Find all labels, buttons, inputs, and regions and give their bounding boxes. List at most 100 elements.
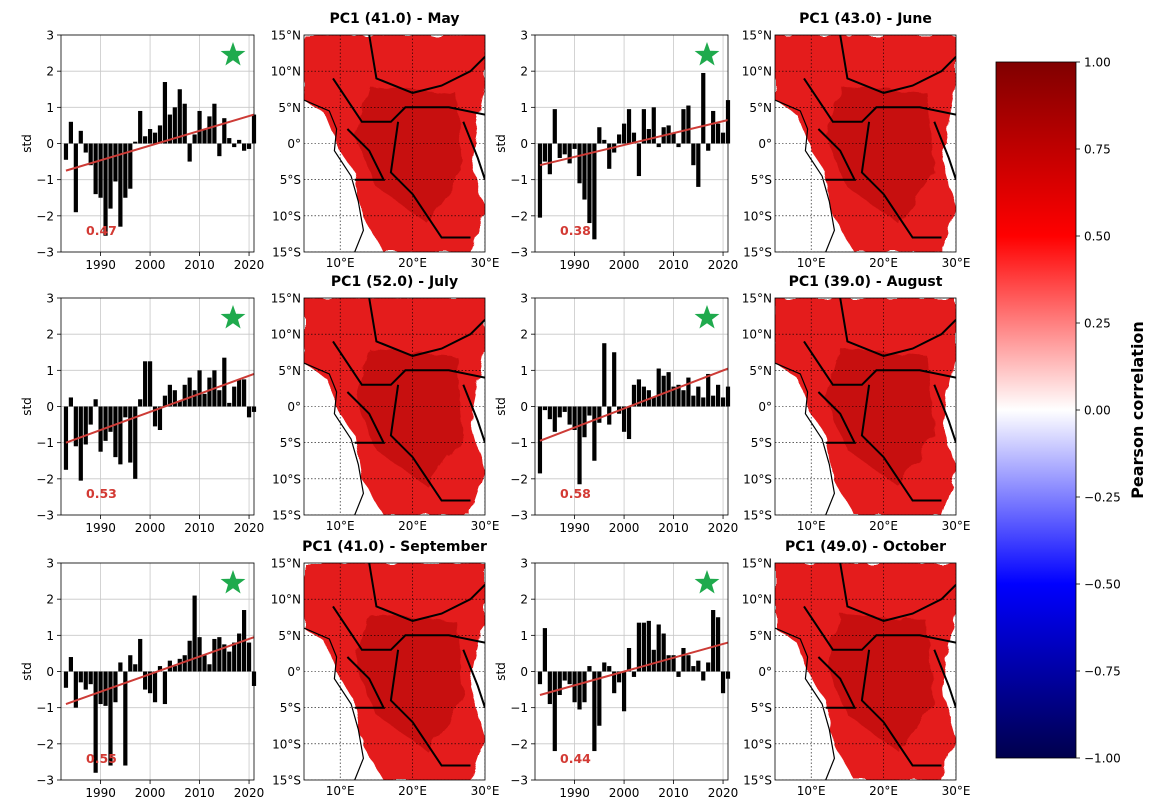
bar bbox=[88, 143, 93, 166]
lat-tick-label: 0° bbox=[758, 665, 772, 679]
colorbar-tick-label: 0.75 bbox=[1084, 143, 1111, 157]
bar bbox=[172, 107, 177, 144]
lat-tick-label: 10°S bbox=[743, 472, 772, 486]
y-tick-label: 1 bbox=[46, 101, 54, 115]
bar bbox=[661, 375, 666, 407]
bar bbox=[542, 628, 547, 672]
bar bbox=[592, 143, 597, 240]
y-axis-label: std bbox=[494, 662, 508, 681]
bar bbox=[63, 143, 69, 160]
map-frame bbox=[303, 562, 486, 781]
x-tick-label: 2000 bbox=[135, 258, 166, 272]
bar bbox=[182, 103, 187, 144]
y-tick-label: −1 bbox=[510, 436, 528, 450]
y-tick-label: −2 bbox=[36, 737, 54, 751]
map-content bbox=[304, 563, 485, 780]
bar bbox=[157, 125, 163, 144]
bar bbox=[720, 132, 726, 144]
bar bbox=[227, 138, 232, 144]
bar bbox=[128, 655, 133, 672]
bar bbox=[636, 379, 642, 407]
bar bbox=[681, 647, 686, 672]
bar bbox=[567, 671, 572, 685]
country-border bbox=[860, 121, 942, 239]
bar bbox=[587, 143, 592, 224]
x-tick-label: 2010 bbox=[658, 258, 689, 272]
correlation-label: 0.38 bbox=[560, 223, 591, 238]
y-axis-label: std bbox=[20, 662, 34, 681]
country-border bbox=[462, 384, 485, 444]
bar bbox=[696, 386, 701, 407]
bar bbox=[63, 671, 69, 688]
colorbar-tick-label: −0.75 bbox=[1084, 665, 1121, 679]
coastline bbox=[775, 627, 836, 780]
bar bbox=[232, 642, 237, 672]
bar bbox=[671, 132, 676, 144]
bar bbox=[547, 406, 552, 420]
y-tick-label: 2 bbox=[46, 65, 54, 79]
bar bbox=[547, 671, 552, 705]
y-tick-label: 3 bbox=[46, 557, 54, 571]
y-tick-label: −1 bbox=[510, 701, 528, 715]
bar bbox=[547, 143, 552, 175]
bar bbox=[646, 620, 651, 672]
y-tick-label: 3 bbox=[520, 557, 528, 571]
trend-line bbox=[65, 113, 255, 172]
correlation-core bbox=[354, 348, 464, 487]
map-content bbox=[304, 35, 485, 252]
map-axes: 15°N 10°N 5°N 0° 5°S 10°S 15°S 10°E 20°E 30°E PC1 … bbox=[742, 274, 971, 533]
lat-tick-label: 10°N bbox=[271, 328, 301, 342]
correlation-label: 0.53 bbox=[86, 486, 117, 501]
bar bbox=[192, 595, 197, 672]
bar bbox=[626, 647, 632, 672]
lat-tick-label: 10°S bbox=[272, 472, 301, 486]
panel-october: 3 2 1 0 −1 −2 −3 1990 2000 2010 2020 std 0.44 15°N 10°… bbox=[494, 539, 970, 800]
bar bbox=[696, 660, 701, 672]
coastline bbox=[304, 99, 365, 252]
bar bbox=[681, 390, 686, 407]
bar bbox=[197, 370, 202, 407]
bar bbox=[73, 406, 78, 447]
bar bbox=[641, 386, 646, 407]
country-border bbox=[389, 649, 471, 767]
bar bbox=[246, 143, 252, 149]
bar bbox=[567, 406, 572, 425]
bar bbox=[656, 624, 661, 672]
lat-tick-label: 15°S bbox=[743, 774, 772, 788]
bar bbox=[68, 397, 73, 407]
x-tick-label: 2020 bbox=[234, 786, 265, 800]
panel-title: PC1 (43.0) - June bbox=[799, 11, 932, 27]
bar bbox=[661, 633, 666, 672]
bar bbox=[592, 671, 597, 752]
bar bbox=[103, 671, 108, 706]
correlation-core bbox=[825, 348, 935, 487]
country-border bbox=[817, 656, 857, 709]
x-tick-label: 2000 bbox=[609, 258, 640, 272]
bar bbox=[78, 130, 83, 144]
bar bbox=[68, 121, 73, 144]
y-axis-label: std bbox=[494, 397, 508, 416]
bar bbox=[177, 658, 182, 672]
lon-tick-label: 20°E bbox=[869, 784, 898, 798]
y-tick-label: −2 bbox=[36, 472, 54, 486]
y-tick-label: −2 bbox=[510, 209, 528, 223]
bar bbox=[242, 379, 247, 407]
bar bbox=[626, 109, 632, 144]
bar bbox=[237, 633, 242, 672]
lon-tick-label: 10°E bbox=[326, 784, 355, 798]
bar bbox=[113, 143, 118, 182]
y-tick-label: 2 bbox=[520, 65, 528, 79]
x-tick-label: 2000 bbox=[609, 521, 640, 535]
bar bbox=[157, 406, 163, 431]
map-frame bbox=[303, 297, 486, 516]
bar bbox=[182, 384, 187, 407]
y-axis-label: std bbox=[20, 134, 34, 153]
lat-tick-label: 15°N bbox=[742, 557, 772, 571]
significance-star-icon bbox=[220, 570, 246, 594]
country-border bbox=[817, 128, 857, 181]
bar bbox=[242, 143, 247, 151]
bar bbox=[676, 384, 681, 407]
x-tick-label: 2010 bbox=[658, 521, 689, 535]
lat-tick-label: 0° bbox=[287, 665, 301, 679]
x-tick-label: 2010 bbox=[184, 521, 215, 535]
